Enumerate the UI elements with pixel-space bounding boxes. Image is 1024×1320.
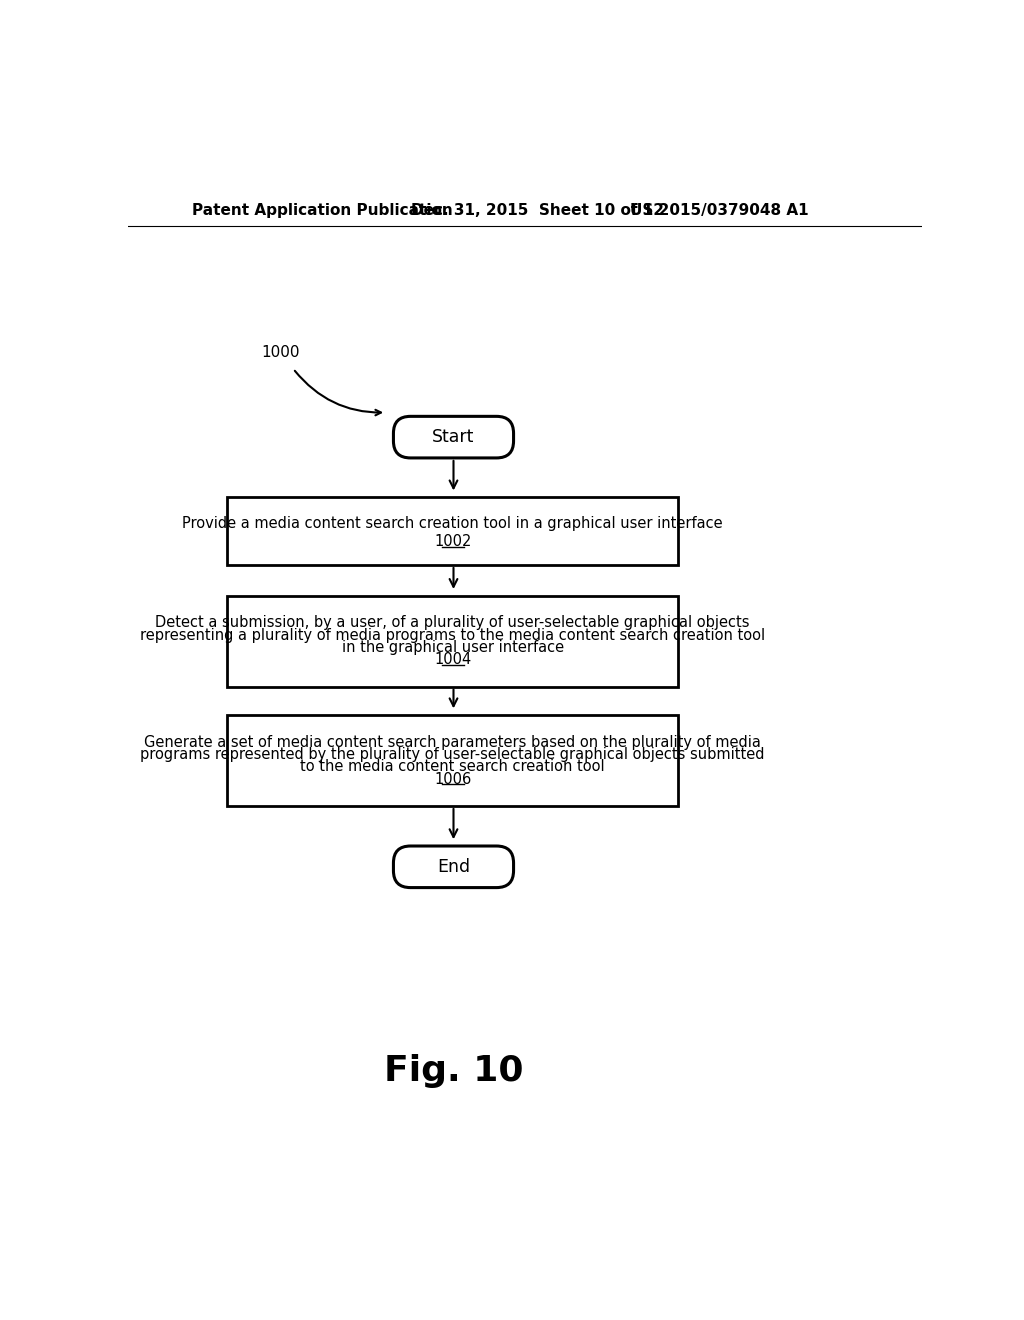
Text: End: End — [437, 858, 470, 875]
Text: 1000: 1000 — [261, 345, 300, 360]
Text: Dec. 31, 2015  Sheet 10 of 12: Dec. 31, 2015 Sheet 10 of 12 — [411, 203, 664, 218]
Text: Fig. 10: Fig. 10 — [384, 1053, 523, 1088]
Text: Detect a submission, by a user, of a plurality of user-selectable graphical obje: Detect a submission, by a user, of a plu… — [156, 615, 750, 630]
Text: representing a plurality of media programs to the media content search creation : representing a plurality of media progra… — [140, 627, 765, 643]
Text: 1006: 1006 — [434, 771, 471, 787]
Bar — [227, 498, 678, 565]
FancyBboxPatch shape — [393, 416, 514, 458]
Text: 1002: 1002 — [434, 535, 471, 549]
Text: in the graphical user interface: in the graphical user interface — [342, 640, 564, 655]
Bar — [227, 595, 678, 686]
Bar — [227, 715, 678, 807]
Text: programs represented by the plurality of user-selectable graphical objects submi: programs represented by the plurality of… — [140, 747, 765, 762]
FancyBboxPatch shape — [393, 846, 514, 887]
Text: US 2015/0379048 A1: US 2015/0379048 A1 — [630, 203, 809, 218]
Text: to the media content search creation tool: to the media content search creation too… — [300, 759, 605, 775]
Text: Patent Application Publication: Patent Application Publication — [191, 203, 453, 218]
Text: Provide a media content search creation tool in a graphical user interface: Provide a media content search creation … — [182, 516, 723, 531]
Text: Start: Start — [432, 428, 475, 446]
Text: Generate a set of media content search parameters based on the plurality of medi: Generate a set of media content search p… — [144, 734, 761, 750]
Text: 1004: 1004 — [434, 652, 471, 667]
